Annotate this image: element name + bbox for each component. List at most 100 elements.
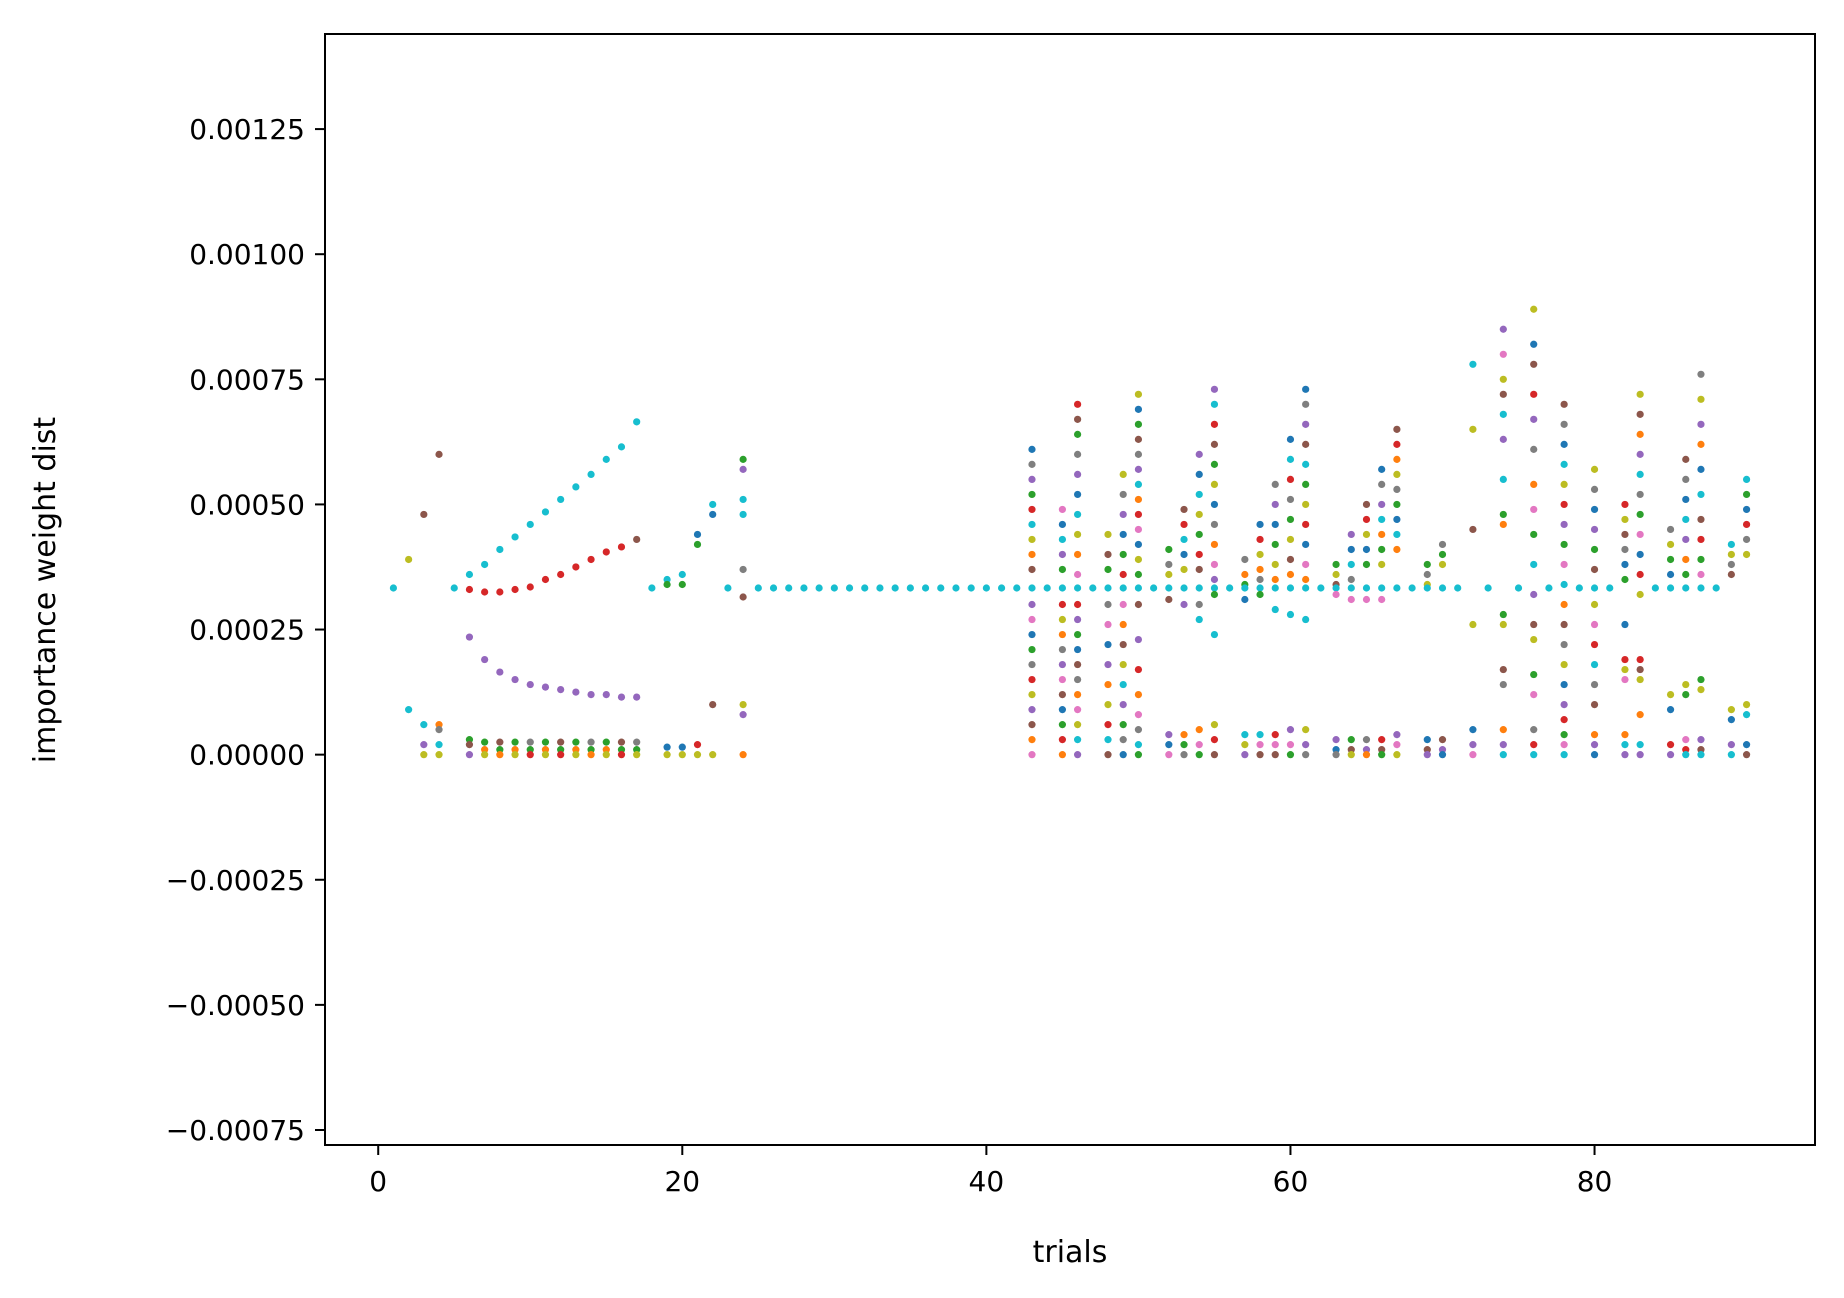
data-point <box>1256 741 1264 749</box>
data-point <box>1590 680 1599 689</box>
data-point <box>435 741 443 749</box>
data-point <box>1347 545 1355 554</box>
data-point <box>1256 535 1264 544</box>
data-point <box>526 680 534 689</box>
data-point <box>1286 555 1295 564</box>
data-point <box>1697 746 1705 754</box>
data-point <box>1742 490 1751 499</box>
data-point <box>1530 560 1538 569</box>
data-point <box>1058 505 1066 514</box>
data-point <box>1286 610 1295 619</box>
data-point <box>1438 746 1447 754</box>
data-point <box>1469 525 1477 534</box>
data-point <box>557 570 565 579</box>
data-point <box>465 751 474 759</box>
data-point <box>1742 520 1751 529</box>
data-point <box>1165 595 1173 604</box>
data-point <box>739 565 747 574</box>
data-point <box>1408 584 1416 592</box>
data-point <box>1560 640 1568 649</box>
data-point <box>1302 420 1310 428</box>
data-point <box>526 520 534 529</box>
data-point <box>465 633 474 641</box>
data-point <box>1195 584 1203 592</box>
data-point <box>739 701 747 709</box>
data-point <box>1727 741 1735 749</box>
data-point <box>633 535 641 544</box>
data-point <box>1530 741 1538 749</box>
data-point <box>1210 520 1219 529</box>
data-point <box>1089 584 1097 592</box>
data-point <box>541 508 550 516</box>
data-point <box>496 588 504 596</box>
data-point <box>511 533 519 541</box>
data-point <box>1302 751 1310 759</box>
data-point <box>1241 741 1249 749</box>
data-point <box>1286 741 1295 749</box>
data-point <box>1560 600 1568 609</box>
data-point <box>1393 530 1401 539</box>
data-point <box>1104 550 1112 559</box>
data-point <box>1438 550 1447 559</box>
data-point <box>541 575 550 584</box>
data-point <box>481 746 489 754</box>
data-point <box>1590 584 1599 592</box>
data-point <box>921 584 930 592</box>
data-point <box>1682 515 1690 524</box>
data-point <box>1530 480 1538 489</box>
data-point <box>1666 570 1675 579</box>
data-point <box>1393 485 1401 494</box>
data-point <box>1347 560 1355 569</box>
data-point <box>526 738 534 746</box>
data-point <box>1362 515 1371 524</box>
data-point <box>1621 575 1629 584</box>
data-point <box>1545 584 1553 592</box>
data-point <box>1590 565 1599 574</box>
data-point <box>1256 550 1264 559</box>
data-point <box>1134 435 1143 443</box>
data-point <box>1499 680 1507 689</box>
data-point <box>1210 736 1219 744</box>
data-point <box>1697 675 1705 684</box>
data-point <box>1302 500 1310 509</box>
data-point <box>481 738 489 746</box>
data-point <box>1302 440 1310 448</box>
data-point <box>1378 560 1386 569</box>
data-point <box>830 584 838 592</box>
data-point <box>1697 535 1705 544</box>
data-point <box>617 751 626 759</box>
data-point <box>1530 670 1538 679</box>
data-point <box>1697 370 1705 378</box>
data-point <box>617 746 626 754</box>
data-point <box>1469 726 1477 734</box>
data-point <box>1134 600 1143 609</box>
data-point <box>1347 595 1355 604</box>
data-point <box>1271 520 1279 529</box>
data-points <box>389 305 1751 759</box>
data-point <box>1499 475 1507 484</box>
y-axis: −0.00075 −0.00050 −0.00025 0.00000 0.00025 0.… <box>166 113 325 1147</box>
data-point <box>1636 590 1644 599</box>
data-point <box>1560 460 1568 468</box>
data-point <box>1302 460 1310 468</box>
data-point <box>496 668 504 676</box>
data-point <box>1362 560 1371 569</box>
data-point <box>1590 465 1599 473</box>
data-point <box>1393 440 1401 448</box>
data-point <box>1256 520 1264 529</box>
data-point <box>1590 751 1599 759</box>
data-point <box>1438 584 1447 592</box>
data-point <box>739 465 747 473</box>
data-point <box>1134 635 1143 644</box>
data-point <box>1742 505 1751 514</box>
data-point <box>1560 731 1568 739</box>
data-point <box>1165 560 1173 569</box>
data-point <box>1134 390 1143 398</box>
data-point <box>1058 615 1066 624</box>
data-point <box>1590 741 1599 749</box>
data-point <box>693 530 702 539</box>
data-point <box>1727 751 1735 759</box>
data-point <box>1134 465 1143 473</box>
data-point <box>617 543 626 551</box>
